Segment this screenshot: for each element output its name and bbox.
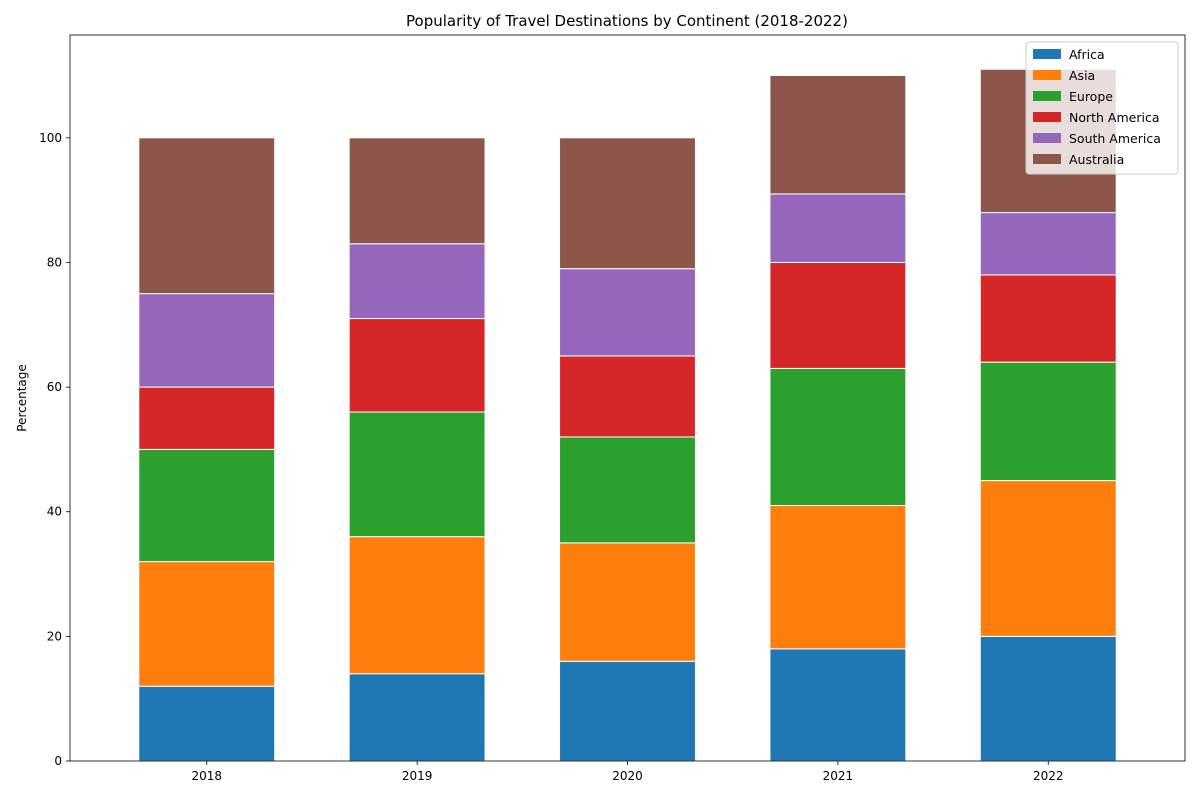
bar-north-america-2022 bbox=[979, 274, 1117, 363]
bar-africa-2019 bbox=[348, 673, 486, 762]
y-tick-label-0: 0 bbox=[54, 754, 62, 768]
bar-north-america-2018 bbox=[138, 386, 276, 450]
legend-swatch-australia bbox=[1033, 154, 1061, 164]
legend-label-asia: Asia bbox=[1069, 68, 1095, 83]
bar-south-america-2018 bbox=[138, 293, 276, 388]
bar-europe-2020 bbox=[559, 436, 696, 544]
y-tick-label-20: 20 bbox=[47, 629, 62, 643]
legend-label-europe: Europe bbox=[1069, 89, 1113, 104]
y-tick-label-60: 60 bbox=[47, 380, 62, 394]
chart-title: Popularity of Travel Destinations by Con… bbox=[406, 12, 848, 30]
bar-asia-2021 bbox=[769, 504, 907, 650]
y-tick-label-80: 80 bbox=[47, 255, 62, 269]
y-tick-label-40: 40 bbox=[47, 505, 62, 519]
legend-swatch-north-america bbox=[1033, 112, 1061, 122]
legend: Africa Asia Europe North America South Ameri… bbox=[1025, 41, 1179, 175]
bar-australia-2019 bbox=[348, 137, 486, 245]
bar-africa-2020 bbox=[559, 660, 696, 762]
y-tick-label-100: 100 bbox=[39, 131, 62, 145]
x-tick-label-2021: 2021 bbox=[823, 769, 854, 783]
bar-asia-2019 bbox=[348, 536, 486, 675]
bar-australia-2021 bbox=[769, 75, 907, 195]
bar-australia-2020 bbox=[559, 137, 696, 270]
bar-africa-2021 bbox=[769, 648, 907, 762]
bar-north-america-2021 bbox=[769, 261, 907, 369]
bar-asia-2020 bbox=[559, 542, 696, 662]
bar-south-america-2022 bbox=[979, 212, 1117, 276]
legend-label-north-america: North America bbox=[1069, 110, 1160, 125]
bar-south-america-2019 bbox=[348, 243, 486, 320]
bar-europe-2022 bbox=[979, 361, 1117, 482]
x-tick-label-2022: 2022 bbox=[1033, 769, 1064, 783]
bar-europe-2021 bbox=[769, 367, 907, 506]
bar-africa-2022 bbox=[979, 635, 1117, 762]
bars-layer bbox=[138, 68, 1117, 762]
legend-swatch-south-america bbox=[1033, 133, 1061, 143]
bar-north-america-2020 bbox=[559, 355, 696, 438]
axes-layer: 2018 2019 2020 2021 2022 0 20 40 60 80 100 bbox=[39, 34, 1186, 783]
legend-label-africa: Africa bbox=[1069, 47, 1105, 62]
legend-box bbox=[1025, 41, 1179, 175]
legend-label-south-america: South America bbox=[1069, 131, 1161, 146]
bar-europe-2018 bbox=[138, 448, 276, 563]
bar-asia-2022 bbox=[979, 480, 1117, 637]
legend-swatch-asia bbox=[1033, 70, 1061, 80]
x-tick-label-2019: 2019 bbox=[402, 769, 433, 783]
legend-swatch-europe bbox=[1033, 91, 1061, 101]
legend-label-australia: Australia bbox=[1069, 152, 1124, 167]
bar-asia-2018 bbox=[138, 561, 276, 687]
bar-europe-2019 bbox=[348, 411, 486, 538]
bar-south-america-2020 bbox=[559, 268, 696, 357]
y-axis-label: Percentage bbox=[15, 364, 29, 432]
x-tick-label-2018: 2018 bbox=[191, 769, 222, 783]
bar-africa-2018 bbox=[138, 685, 276, 762]
bar-north-america-2019 bbox=[348, 318, 486, 413]
bar-australia-2018 bbox=[138, 137, 276, 295]
x-tick-label-2020: 2020 bbox=[612, 769, 643, 783]
legend-swatch-africa bbox=[1033, 49, 1061, 59]
bar-south-america-2021 bbox=[769, 193, 907, 263]
